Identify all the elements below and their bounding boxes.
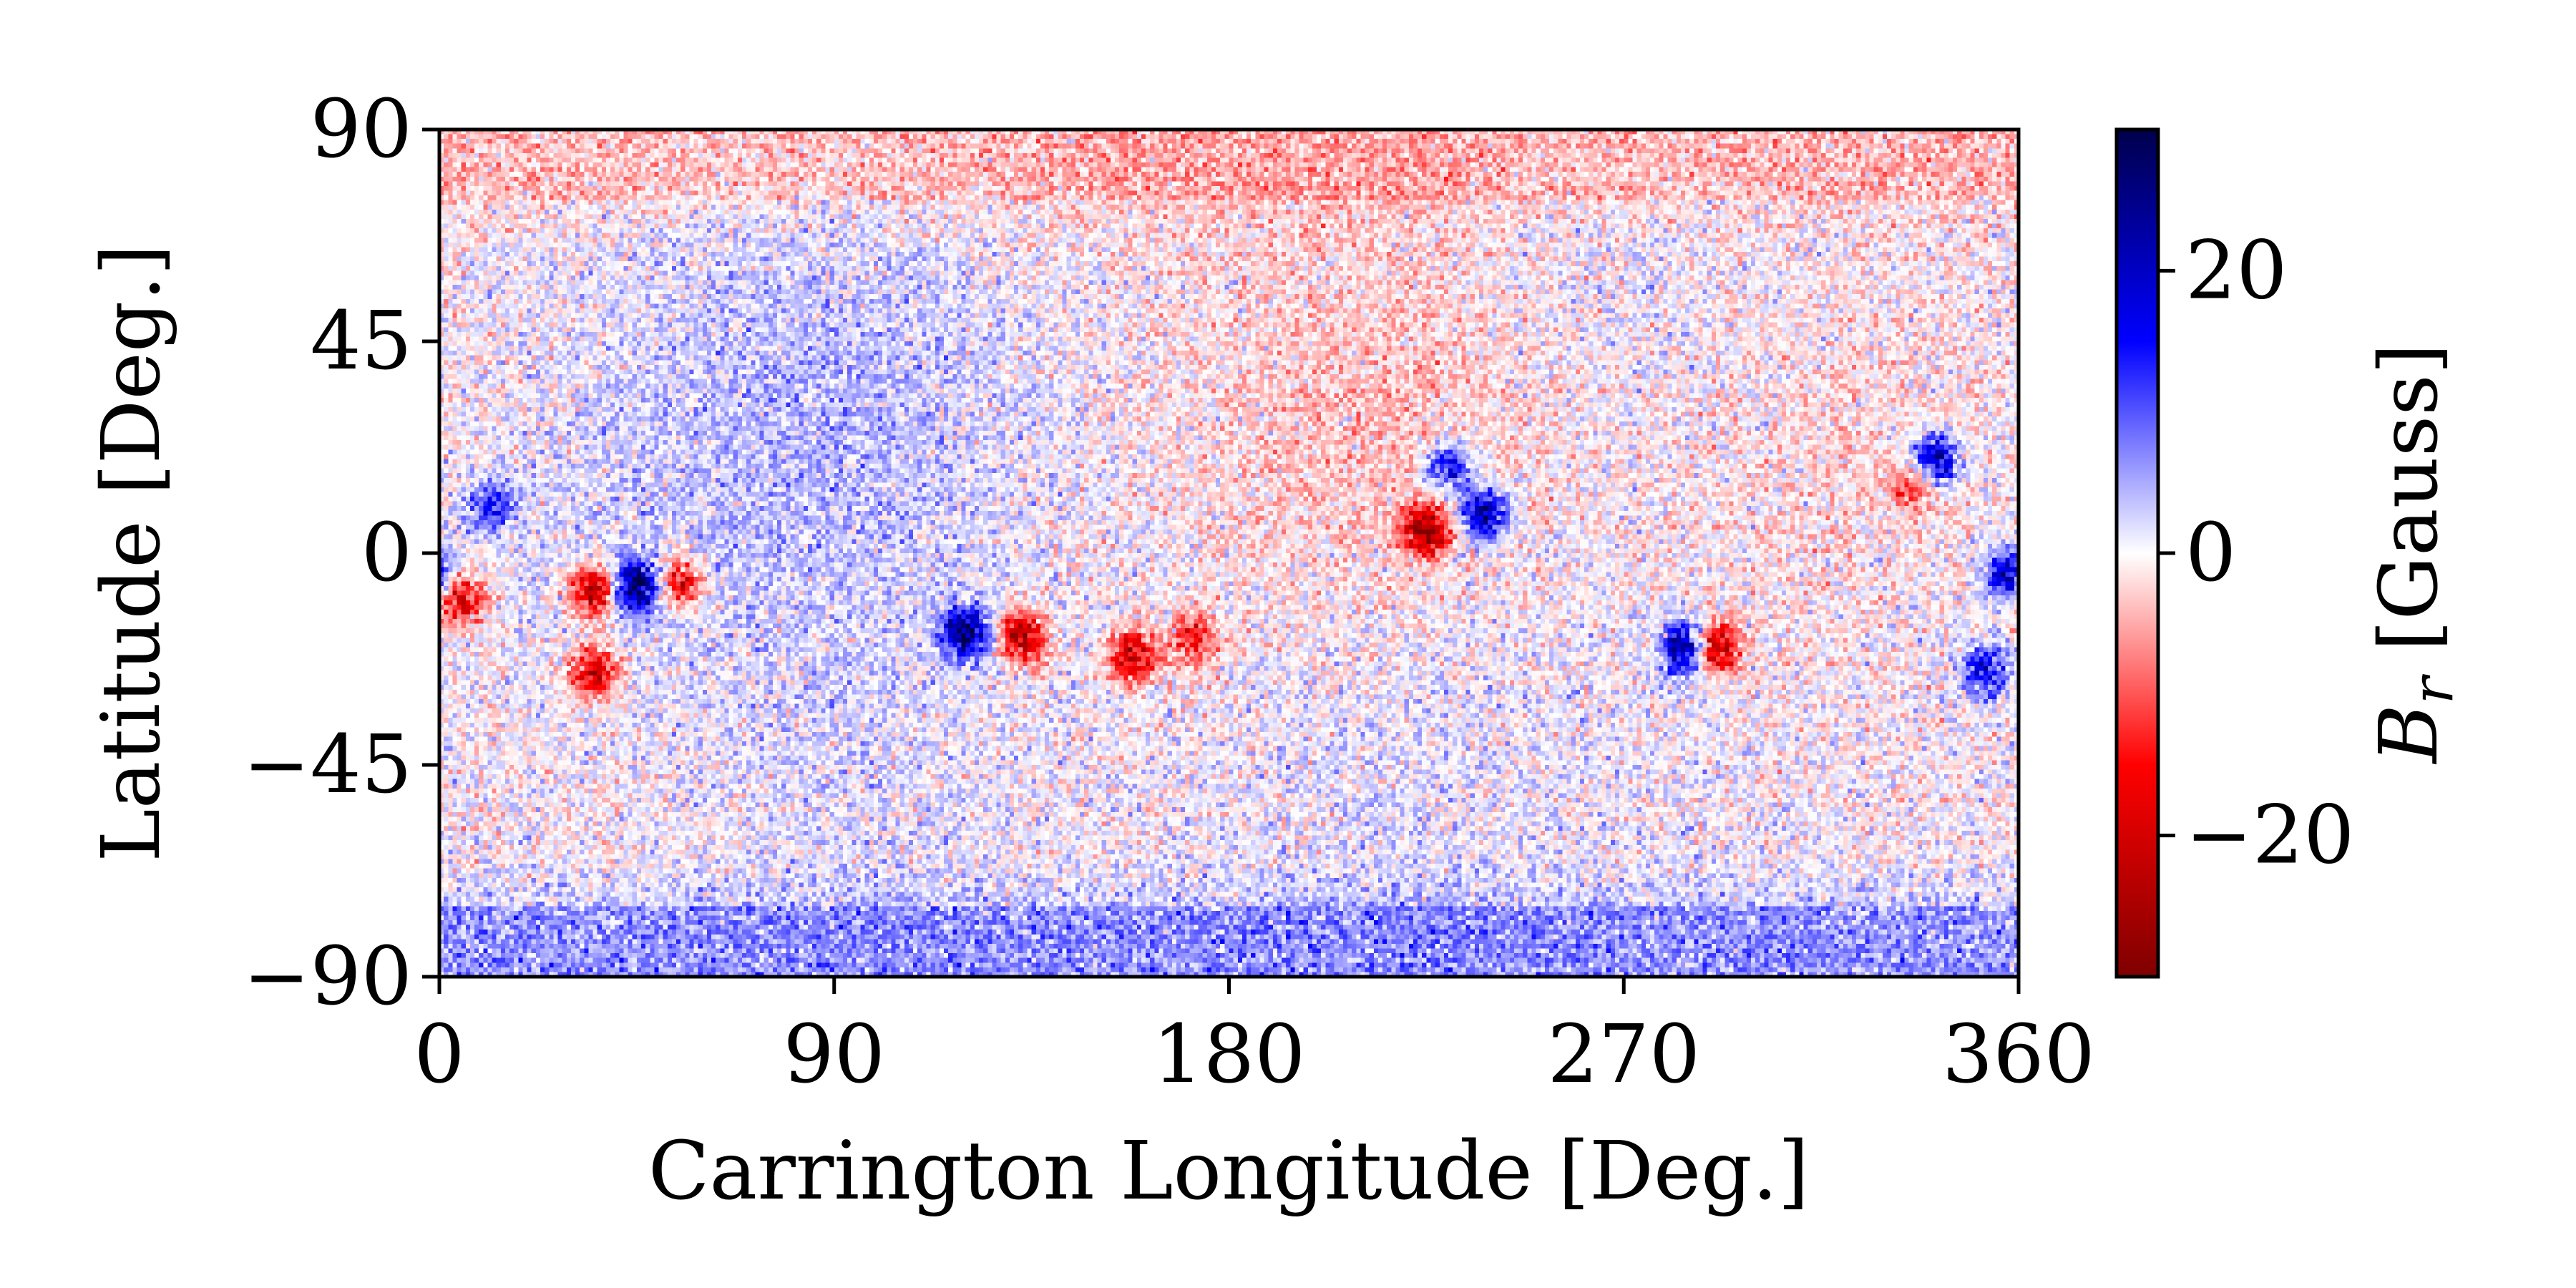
- colorbar-label-unit: [Gauss]: [2363, 343, 2456, 677]
- x-tick-label: 180: [1153, 1008, 1306, 1101]
- heatmap-image: [439, 130, 2019, 977]
- colorbar-ticks: 20 0 −20: [2158, 224, 2354, 882]
- x-tick-label: 270: [1547, 1008, 1700, 1101]
- y-tick-label: −45: [243, 718, 412, 811]
- x-axis: 0 90 180 270 360: [414, 977, 2095, 1101]
- y-tick-label: 45: [310, 295, 412, 388]
- colorbar-label: Br [Gauss]: [2363, 343, 2466, 765]
- colorbar-label-symbol: B: [2363, 704, 2456, 764]
- colorbar-tick-label: 0: [2185, 507, 2236, 600]
- y-tick-label: −90: [243, 930, 412, 1023]
- y-tick-label: 0: [361, 507, 412, 600]
- colorbar: [2114, 127, 2160, 979]
- y-tick-label: 90: [310, 83, 412, 176]
- x-tick-label: 360: [1942, 1008, 2095, 1101]
- colorbar-tick-label: 20: [2185, 224, 2288, 317]
- x-axis-label: Carrington Longitude [Deg.]: [648, 1125, 1809, 1218]
- y-axis-label: Latitude [Deg.]: [85, 244, 178, 862]
- colorbar-tick-label: −20: [2185, 789, 2354, 882]
- x-tick-label: 90: [783, 1008, 885, 1101]
- y-axis: 90 45 0 −45 −90: [243, 83, 439, 1023]
- x-tick-label: 0: [414, 1008, 464, 1101]
- colorbar-label-subscript: r: [2399, 673, 2466, 704]
